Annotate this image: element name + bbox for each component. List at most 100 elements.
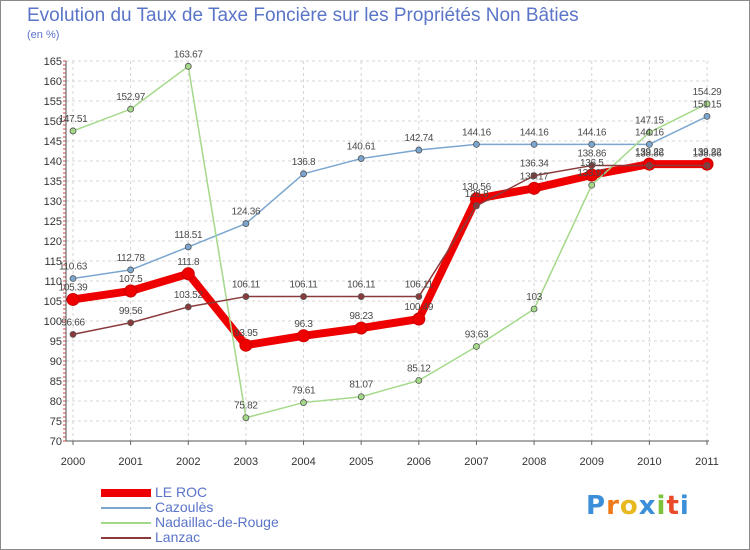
data-point [703, 100, 711, 108]
legend-swatch [101, 489, 151, 497]
x-tick-label: 2001 [118, 456, 142, 468]
data-label: 133.17 [520, 171, 550, 182]
data-label: 111.8 [177, 257, 200, 268]
data-point [184, 62, 192, 70]
data-point [242, 220, 250, 227]
x-tick-label: 2008 [522, 456, 546, 468]
y-tick-label: 95 [50, 336, 62, 348]
data-label: 133.97 [577, 168, 607, 179]
data-point [527, 181, 541, 195]
data-point [66, 292, 80, 306]
y-tick-label: 160 [44, 76, 62, 88]
data-point [588, 140, 596, 148]
data-point [415, 146, 423, 154]
data-point [127, 105, 135, 113]
y-tick-label: 100 [44, 316, 62, 328]
data-label: 163.67 [174, 49, 204, 60]
data-point [239, 338, 253, 352]
data-label: 138.86 [635, 149, 665, 160]
y-tick-label: 140 [44, 156, 62, 168]
data-label: 151.15 [693, 99, 723, 110]
x-tick-label: 2004 [291, 456, 315, 468]
data-point [415, 377, 423, 384]
data-label: 142.74 [404, 133, 434, 144]
axis-layer: 70 75 80 85 90 95 100 105 110 115 120 125 130 135 140 1… [44, 56, 719, 468]
data-point [357, 155, 365, 162]
data-label: 110.63 [59, 261, 88, 272]
data-point [124, 284, 138, 298]
y-tick-label: 90 [50, 356, 62, 368]
data-point [242, 414, 250, 422]
data-point [300, 293, 307, 300]
data-label: 136.34 [520, 159, 550, 170]
data-label: 105.39 [59, 282, 89, 293]
y-tick-label: 150 [44, 116, 62, 128]
data-label: 100.49 [404, 302, 434, 313]
data-label: 103 [526, 292, 543, 303]
data-label: 139.22 [693, 147, 723, 158]
data-label: 75.82 [234, 401, 258, 412]
data-label: 98.23 [349, 311, 373, 322]
data-point [300, 170, 307, 178]
data-point [184, 243, 192, 251]
logo-letter: i [679, 491, 690, 521]
data-point [703, 113, 711, 120]
data-point [69, 127, 77, 135]
x-tick-label: 2010 [637, 456, 661, 468]
data-label: 106.11 [405, 280, 434, 291]
legend-label: Nadaillac-de-Rouge [155, 514, 279, 530]
data-point [357, 293, 365, 300]
logo-letter: t [666, 491, 680, 521]
data-point [181, 267, 195, 281]
legend-swatch [101, 537, 151, 539]
data-point [127, 266, 135, 274]
y-tick-label: 155 [44, 96, 62, 108]
y-tick-label: 85 [50, 376, 62, 388]
data-point [473, 140, 480, 148]
data-label: 154.29 [693, 87, 723, 98]
data-label: 107.5 [119, 274, 143, 285]
data-point [69, 275, 77, 282]
data-label: 138.86 [693, 149, 723, 160]
data-label: 136.8 [292, 157, 316, 168]
data-point [415, 293, 423, 300]
x-tick-label: 2000 [61, 456, 85, 468]
data-point [645, 128, 653, 136]
line-chart: 7075808590951001051101151201251301351401… [44, 49, 723, 468]
x-tick-label: 2005 [349, 456, 373, 468]
logo-letter: P [586, 491, 607, 521]
logo-letter: r [606, 491, 620, 521]
data-label: 118.51 [174, 230, 203, 241]
data-point [588, 162, 596, 169]
data-point [300, 399, 307, 406]
y-tick-label: 135 [44, 176, 62, 188]
data-label: 147.15 [635, 115, 665, 126]
logo-letter: i [656, 491, 667, 521]
data-label: 106.11 [232, 280, 261, 291]
data-label: 106.11 [347, 280, 376, 291]
data-point [588, 181, 596, 189]
data-point [703, 162, 711, 169]
data-label: 144.16 [520, 127, 550, 138]
x-tick-label: 2009 [579, 456, 603, 468]
legend-swatch [101, 507, 151, 509]
data-label: 140.61 [347, 142, 377, 153]
data-point [530, 172, 538, 180]
x-tick-label: 2002 [176, 456, 200, 468]
series-line-1 [72, 115, 708, 280]
data-label: 147.51 [59, 114, 89, 125]
data-label: 124.36 [232, 207, 262, 218]
logo-letter: x [638, 491, 657, 521]
data-point [354, 321, 368, 335]
label-layer: 105.39 107.5 111.8 93.95 96.3 98.23 100.49 130.… [59, 49, 723, 411]
y-tick-label: 125 [44, 216, 62, 228]
y-tick-label: 115 [44, 256, 62, 268]
data-label: 138.86 [577, 149, 607, 160]
data-label: 103.52 [174, 290, 204, 301]
data-point [585, 168, 599, 182]
legend-label: LE ROC [155, 484, 208, 500]
data-label: 144.16 [577, 127, 607, 138]
y-tick-label: 70 [50, 436, 62, 448]
data-label: 112.78 [117, 253, 146, 264]
